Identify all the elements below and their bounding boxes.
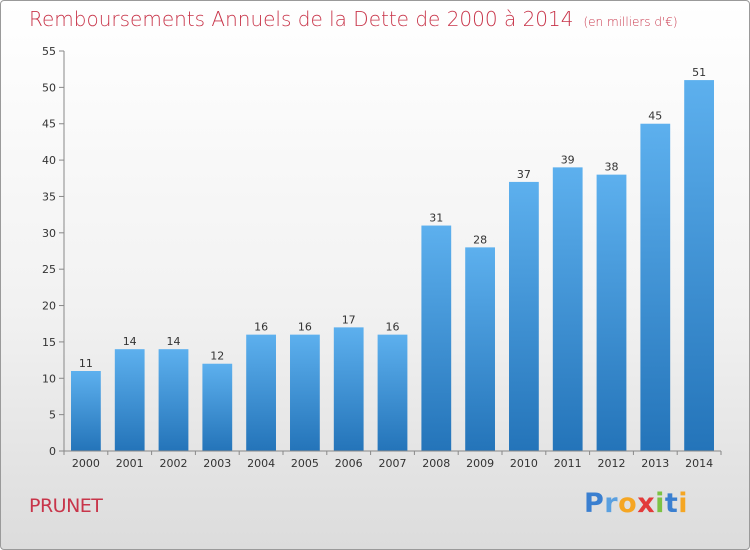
bar-value-label-2005: 16 — [298, 321, 312, 334]
bar-value-label-2006: 17 — [342, 313, 356, 326]
y-tick-label: 0 — [49, 445, 56, 458]
x-tick-label-2011: 2011 — [554, 457, 582, 470]
logo-letter: i — [655, 488, 665, 519]
bar-2007 — [377, 334, 408, 451]
bar-2005 — [290, 334, 320, 451]
chart-title-text: Remboursements Annuels de la Dette de 20… — [29, 7, 574, 31]
bars-group: 11 14 14 12 16 16 17 16 31 28 37 39 38 45 51 — [71, 66, 714, 452]
x-tick-label-2009: 2009 — [466, 457, 494, 470]
y-tick-label: 15 — [42, 336, 56, 349]
x-tick-label-2014: 2014 — [685, 457, 713, 470]
y-tick-label: 25 — [42, 263, 56, 276]
bar-2010 — [509, 181, 539, 451]
bar-value-label-2002: 14 — [167, 335, 181, 348]
bar-2004 — [246, 334, 276, 451]
y-tick-label: 40 — [42, 154, 56, 167]
commune-name: PRUNET — [29, 495, 103, 517]
bar-value-label-2014: 51 — [692, 66, 706, 79]
x-tick-label-2004: 2004 — [247, 457, 275, 470]
logo-letter: P — [584, 488, 605, 519]
bar-value-label-2010: 37 — [517, 168, 531, 181]
x-tick-label-2010: 2010 — [510, 457, 538, 470]
bar-2012 — [596, 174, 627, 452]
bar-2009 — [465, 247, 495, 451]
chart-unit-subtitle: (en milliers d'€) — [583, 15, 678, 29]
x-tick-label-2005: 2005 — [291, 457, 319, 470]
logo-letter: r — [604, 488, 619, 519]
bar-value-label-2011: 39 — [561, 153, 575, 166]
y-tick-label: 30 — [42, 227, 56, 240]
chart-title: Remboursements Annuels de la Dette de 20… — [29, 7, 678, 31]
y-tick-label: 10 — [42, 372, 56, 385]
x-tick-label-2007: 2007 — [379, 457, 407, 470]
bar-value-label-2008: 31 — [429, 212, 443, 225]
y-tick-label: 20 — [42, 300, 56, 313]
bar-value-label-2012: 38 — [605, 161, 619, 174]
proxiti-logo: Proxiti — [584, 488, 688, 519]
x-tick-label-2008: 2008 — [422, 457, 450, 470]
bar-2011 — [552, 167, 583, 451]
bar-2003 — [202, 363, 233, 451]
logo-letter: x — [637, 488, 656, 519]
bar-2008 — [421, 225, 452, 451]
x-tick-label-2000: 2000 — [72, 457, 100, 470]
logo-letter: t — [664, 488, 679, 519]
y-tick-label: 45 — [42, 118, 56, 131]
x-tick-label-2001: 2001 — [116, 457, 144, 470]
bar-value-label-2007: 16 — [386, 321, 400, 334]
bar-2000 — [71, 371, 101, 451]
x-tick-label-2002: 2002 — [160, 457, 188, 470]
bar-value-label-2000: 11 — [79, 357, 93, 370]
bar-2006 — [333, 327, 364, 451]
bar-2001 — [114, 349, 145, 451]
bar-2014 — [684, 80, 714, 451]
y-tick-label: 35 — [42, 190, 56, 203]
logo-letter: o — [618, 488, 638, 519]
y-tick-label: 50 — [42, 81, 56, 94]
x-tick-label-2006: 2006 — [335, 457, 363, 470]
bar-value-label-2001: 14 — [123, 335, 137, 348]
bar-value-label-2003: 12 — [210, 350, 224, 363]
bar-2013 — [640, 123, 671, 452]
x-tick-label-2013: 2013 — [641, 457, 669, 470]
x-tick-label-2003: 2003 — [203, 457, 231, 470]
bar-value-label-2013: 45 — [648, 110, 662, 123]
bar-2002 — [158, 349, 189, 451]
y-tick-label: 55 — [42, 45, 56, 58]
bar-value-label-2009: 28 — [473, 233, 487, 246]
bar-value-label-2004: 16 — [254, 321, 268, 334]
logo-letter: i — [678, 488, 689, 519]
y-tick-label: 5 — [49, 409, 56, 422]
x-tick-label-2012: 2012 — [598, 457, 626, 470]
axes-group: 0 5 10 15 20 25 30 35 40 45 50 55 2000 2001 2002 2003 20… — [42, 45, 722, 470]
